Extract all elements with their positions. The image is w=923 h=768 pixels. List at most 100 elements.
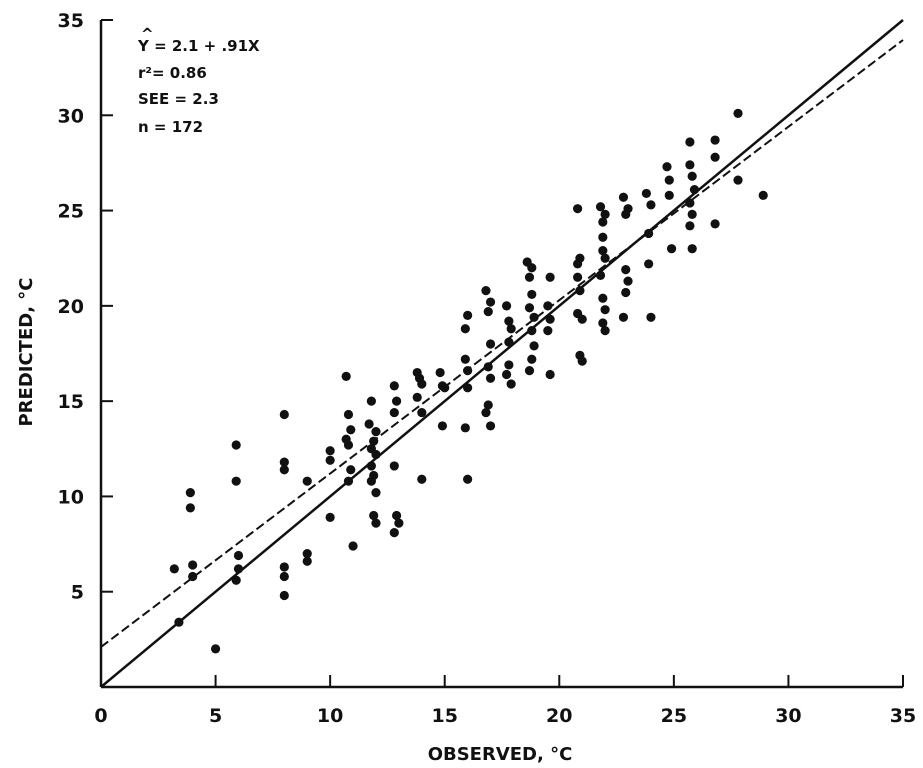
data-point (543, 326, 553, 336)
y-tick-label: 30 (58, 105, 84, 127)
x-tick-label: 15 (431, 705, 457, 727)
data-point (341, 371, 351, 381)
data-point (687, 171, 697, 181)
data-point (188, 571, 198, 582)
data-point (394, 518, 404, 528)
data-point (506, 379, 516, 389)
data-point (302, 476, 312, 486)
data-point (687, 244, 697, 254)
tick-labels: 0 5 10 15 20 25 30 35 5 10 15 20 25 30 35 (58, 10, 917, 727)
data-point (595, 270, 606, 280)
x-tick-label: 5 (209, 705, 222, 727)
data-point (600, 326, 610, 336)
data-point (325, 455, 335, 465)
data-point (685, 137, 695, 147)
data-point (623, 276, 633, 286)
r-squared-label: r²= 0.86 (138, 64, 207, 82)
regression-lines (100, 19, 904, 688)
one-to-one-line-solid (100, 19, 904, 688)
data-point (371, 449, 381, 460)
data-point (710, 135, 720, 145)
y-axis-label: PREDICTED, °C (16, 277, 37, 426)
x-tick-label: 10 (317, 705, 343, 727)
data-point (460, 423, 470, 433)
y-tick-label: 25 (58, 201, 84, 223)
data-point (233, 550, 244, 561)
data-point (302, 549, 312, 559)
data-point (527, 354, 537, 364)
data-point (279, 409, 289, 420)
data-point (463, 310, 473, 320)
data-point (231, 575, 241, 585)
data-point (185, 503, 195, 513)
data-point (621, 265, 631, 275)
data-point (279, 465, 289, 475)
yhat-caret: ^ (141, 25, 154, 43)
data-point (664, 175, 674, 185)
data-point (662, 162, 672, 172)
data-point (689, 185, 700, 195)
data-point (545, 314, 555, 324)
data-point (412, 392, 422, 402)
n-label: n = 172 (138, 118, 204, 136)
data-point (600, 305, 610, 315)
data-point (302, 556, 312, 566)
data-point (710, 152, 720, 162)
data-point (598, 245, 608, 256)
data-point (621, 287, 631, 298)
data-point (600, 209, 610, 219)
data-point (577, 314, 587, 324)
data-point (644, 259, 654, 269)
data-point (687, 209, 697, 219)
data-point (279, 562, 289, 572)
data-point (543, 301, 553, 311)
data-point (621, 209, 631, 219)
regression-equation: Y = 2.1 + .91X (138, 37, 260, 55)
data-point (371, 518, 381, 528)
data-point (600, 253, 610, 263)
data-point (417, 407, 427, 418)
data-point (435, 367, 445, 378)
y-tick-label: 5 (71, 582, 84, 604)
data-point (573, 259, 583, 269)
data-point (524, 366, 535, 376)
data-point (545, 272, 555, 282)
y-tick-label: 35 (58, 10, 84, 32)
data-point (343, 476, 354, 486)
data-point (391, 510, 402, 521)
data-point (733, 108, 743, 118)
data-point (483, 306, 493, 317)
data-point (343, 409, 354, 420)
data-point (463, 474, 473, 484)
data-point (440, 383, 450, 393)
data-point (231, 440, 241, 450)
data-point (646, 200, 656, 210)
data-point (210, 644, 221, 654)
x-tick-label: 20 (546, 705, 572, 727)
data-point (346, 425, 356, 435)
data-point (641, 188, 651, 199)
data-point (504, 316, 514, 326)
data-point (524, 303, 535, 313)
data-point (369, 436, 379, 446)
data-point (501, 369, 512, 380)
data-point (389, 381, 399, 391)
data-point (527, 326, 537, 336)
data-point (389, 461, 399, 471)
see-label: SEE = 2.3 (138, 90, 219, 108)
data-point (483, 400, 493, 410)
data-point (710, 219, 720, 229)
data-point (233, 564, 244, 574)
data-point (758, 190, 768, 200)
data-point (527, 289, 537, 300)
data-point (485, 373, 496, 383)
data-point (524, 272, 535, 282)
data-point (437, 421, 448, 431)
data-point (366, 461, 376, 471)
data-point (185, 488, 195, 498)
data-point (188, 560, 198, 570)
data-point (618, 192, 629, 202)
data-point (483, 362, 493, 372)
data-point (501, 301, 512, 311)
data-point (369, 510, 379, 521)
